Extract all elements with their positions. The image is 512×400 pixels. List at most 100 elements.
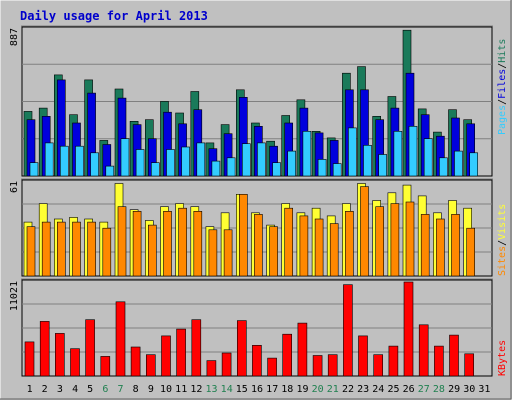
bar-kbytes-day-26 (403, 281, 414, 377)
bar-pages-day-8 (135, 149, 145, 177)
bar-pages-day-19 (302, 131, 312, 177)
bar-kbytes-day-22 (343, 284, 353, 377)
bar-sites-day-29 (451, 214, 460, 277)
x-tick-label-25: 25 (387, 384, 399, 395)
bar-sites-day-26 (405, 201, 415, 277)
x-tick-label-6: 6 (102, 384, 108, 395)
bar-kbytes-day-3 (54, 333, 65, 377)
panel-kbytes: 11021 (9, 278, 493, 377)
bar-sites-day-2 (41, 221, 51, 277)
bar-kbytes-day-24 (373, 354, 384, 377)
bar-pages-day-7 (120, 138, 130, 177)
bar-kbytes-day-8 (130, 346, 141, 377)
bar-pages-day-29 (454, 150, 463, 177)
bar-sites-day-27 (420, 214, 430, 277)
x-tick-label-17: 17 (266, 384, 278, 395)
x-tick-label-22: 22 (342, 384, 354, 395)
bar-kbytes-day-2 (39, 321, 50, 377)
bar-pages-day-16 (257, 142, 266, 177)
bar-pages-day-27 (423, 138, 433, 177)
bar-sites-day-5 (87, 221, 96, 277)
legend-sep: / (497, 240, 508, 246)
legend-top: Pages/Files/Hits (497, 39, 508, 135)
x-tick-label-10: 10 (160, 384, 172, 395)
y-max-label: 887 (9, 28, 20, 46)
bar-pages-day-9 (151, 162, 160, 177)
y-max-label: 61 (9, 181, 20, 193)
x-tick-label-30: 30 (463, 384, 475, 395)
x-tick-label-21: 21 (327, 384, 339, 395)
x-tick-label-1: 1 (27, 384, 33, 395)
bar-sites-day-25 (390, 203, 400, 277)
x-tick-label-14: 14 (221, 384, 233, 395)
x-tick-label-24: 24 (372, 384, 384, 395)
bar-sites-day-30 (466, 227, 476, 277)
bar-kbytes-day-10 (161, 335, 171, 377)
x-tick-label-2: 2 (42, 384, 48, 395)
bar-kbytes-day-4 (70, 348, 80, 377)
x-tick-label-12: 12 (190, 384, 202, 395)
bar-kbytes-day-6 (100, 356, 111, 377)
legend-bottom: KBytes (497, 340, 508, 376)
bar-pages-day-15 (242, 143, 251, 177)
bar-pages-day-11 (181, 146, 190, 177)
bar-pages-day-26 (408, 126, 418, 177)
x-tick-label-9: 9 (148, 384, 154, 395)
legend-sep: / (497, 99, 508, 105)
bar-pages-day-6 (105, 165, 115, 177)
bar-sites-day-6 (102, 227, 112, 277)
bar-kbytes-day-11 (176, 328, 186, 377)
bar-kbytes-day-12 (191, 319, 202, 377)
bar-pages-day-10 (166, 149, 175, 177)
x-tick-label-26: 26 (403, 384, 415, 395)
bar-sites-day-22 (345, 211, 354, 277)
bar-sites-day-19 (299, 215, 309, 277)
panels: 887 61 11021 (9, 25, 493, 377)
x-tick-label-19: 19 (296, 384, 308, 395)
bar-pages-day-20 (317, 159, 327, 177)
bar-kbytes-day-25 (388, 345, 399, 377)
bar-sites-day-13 (208, 229, 218, 277)
legend-files: Files (497, 69, 508, 99)
x-tick-label-11: 11 (175, 384, 187, 395)
panel-visits-sites: 61 (9, 178, 493, 277)
x-tick-label-20: 20 (312, 384, 324, 395)
bar-sites-day-15 (239, 194, 248, 277)
bar-sites-day-8 (132, 211, 142, 277)
bar-kbytes-day-27 (418, 324, 429, 377)
bar-sites-day-24 (375, 206, 385, 277)
legend-middle: Sites/Visits (497, 204, 508, 276)
bar-sites-day-12 (193, 211, 203, 277)
bar-kbytes-day-5 (85, 319, 95, 377)
bar-kbytes-day-1 (24, 341, 35, 377)
bar-pages-day-17 (272, 162, 281, 177)
legend-visits: Visits (497, 204, 508, 240)
x-tick-label-5: 5 (87, 384, 93, 395)
bar-sites-day-28 (436, 218, 445, 277)
x-tick-label-28: 28 (433, 384, 445, 395)
bar-kbytes-day-23 (358, 335, 368, 377)
bar-pages-day-2 (44, 142, 54, 177)
x-tick-label-8: 8 (133, 384, 139, 395)
bar-sites-day-18 (284, 207, 294, 277)
bar-sites-day-17 (269, 226, 278, 277)
bar-kbytes-day-20 (312, 355, 323, 377)
legend-hits: Hits (497, 39, 508, 63)
x-tick-label-4: 4 (72, 384, 78, 395)
bar-pages-day-30 (469, 152, 479, 177)
bar-pages-day-22 (348, 127, 357, 177)
bar-sites-day-23 (360, 186, 369, 277)
bar-pages-day-24 (378, 154, 388, 177)
bar-kbytes-day-28 (434, 345, 444, 377)
bar-sites-day-21 (329, 223, 339, 277)
legend-sep: / (497, 63, 508, 69)
bar-kbytes-day-18 (282, 333, 293, 377)
bar-kbytes-day-7 (115, 301, 126, 377)
legend-pages: Pages (497, 105, 508, 135)
x-tick-label-3: 3 (57, 384, 63, 395)
x-tick-label-29: 29 (448, 384, 460, 395)
bar-kbytes-day-9 (146, 354, 156, 377)
bar-pages-day-5 (90, 152, 99, 177)
